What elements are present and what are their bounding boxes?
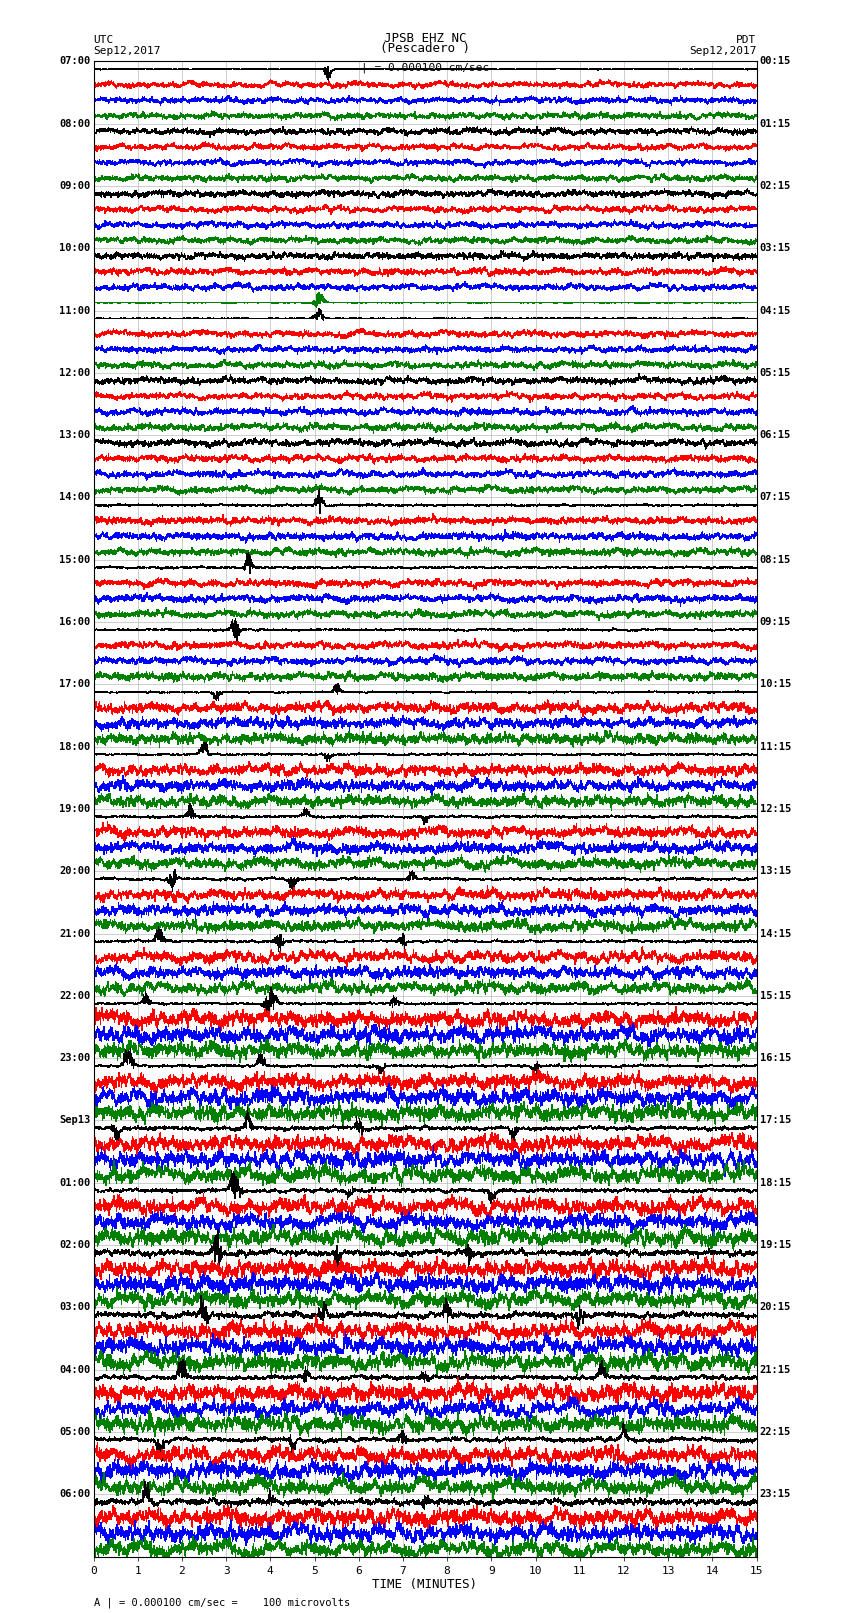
Text: 19:15: 19:15 (760, 1240, 791, 1250)
Text: 22:00: 22:00 (59, 990, 90, 1000)
Text: 17:15: 17:15 (760, 1116, 791, 1126)
Text: 02:15: 02:15 (760, 181, 791, 190)
Text: UTC: UTC (94, 35, 114, 45)
Text: 14:15: 14:15 (760, 929, 791, 939)
Text: 04:15: 04:15 (760, 305, 791, 316)
Text: 13:15: 13:15 (760, 866, 791, 876)
Text: 23:00: 23:00 (59, 1053, 90, 1063)
Text: 05:00: 05:00 (59, 1428, 90, 1437)
Text: JPSB EHZ NC: JPSB EHZ NC (383, 32, 467, 45)
Text: 14:00: 14:00 (59, 492, 90, 502)
Text: 10:00: 10:00 (59, 244, 90, 253)
Text: 02:00: 02:00 (59, 1240, 90, 1250)
Text: 12:15: 12:15 (760, 803, 791, 815)
Text: 11:00: 11:00 (59, 305, 90, 316)
Text: PDT: PDT (736, 35, 756, 45)
Text: 22:15: 22:15 (760, 1428, 791, 1437)
Text: 08:00: 08:00 (59, 119, 90, 129)
Text: 13:00: 13:00 (59, 431, 90, 440)
Text: | = 0.000100 cm/sec: | = 0.000100 cm/sec (361, 63, 489, 74)
Text: 07:15: 07:15 (760, 492, 791, 502)
Text: 05:15: 05:15 (760, 368, 791, 377)
Text: 18:15: 18:15 (760, 1177, 791, 1187)
Text: 06:15: 06:15 (760, 431, 791, 440)
Text: 03:00: 03:00 (59, 1302, 90, 1313)
Text: 03:15: 03:15 (760, 244, 791, 253)
Text: 09:15: 09:15 (760, 618, 791, 627)
Text: 16:15: 16:15 (760, 1053, 791, 1063)
Text: 21:00: 21:00 (59, 929, 90, 939)
Text: 07:00: 07:00 (59, 56, 90, 66)
Text: 15:15: 15:15 (760, 990, 791, 1000)
Text: 00:15: 00:15 (760, 56, 791, 66)
Text: 06:00: 06:00 (59, 1489, 90, 1498)
Text: 01:15: 01:15 (760, 119, 791, 129)
Text: 17:00: 17:00 (59, 679, 90, 689)
Text: 01:00: 01:00 (59, 1177, 90, 1187)
Text: 04:00: 04:00 (59, 1365, 90, 1374)
Text: 20:00: 20:00 (59, 866, 90, 876)
Text: (Pescadero ): (Pescadero ) (380, 42, 470, 55)
Text: Sep12,2017: Sep12,2017 (94, 47, 161, 56)
Text: 16:00: 16:00 (59, 618, 90, 627)
Text: 09:00: 09:00 (59, 181, 90, 190)
Text: 20:15: 20:15 (760, 1302, 791, 1313)
Text: 11:15: 11:15 (760, 742, 791, 752)
Text: 18:00: 18:00 (59, 742, 90, 752)
Text: 21:15: 21:15 (760, 1365, 791, 1374)
Text: Sep13: Sep13 (59, 1116, 90, 1126)
Text: 19:00: 19:00 (59, 803, 90, 815)
Text: 23:15: 23:15 (760, 1489, 791, 1498)
Text: 12:00: 12:00 (59, 368, 90, 377)
Text: Sep12,2017: Sep12,2017 (689, 47, 756, 56)
Text: 15:00: 15:00 (59, 555, 90, 565)
X-axis label: TIME (MINUTES): TIME (MINUTES) (372, 1579, 478, 1592)
Text: A | = 0.000100 cm/sec =    100 microvolts: A | = 0.000100 cm/sec = 100 microvolts (94, 1597, 349, 1608)
Text: 08:15: 08:15 (760, 555, 791, 565)
Text: 10:15: 10:15 (760, 679, 791, 689)
